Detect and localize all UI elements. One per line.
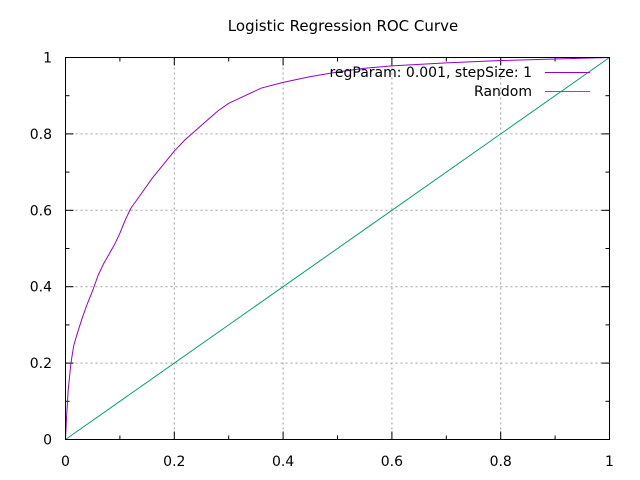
x-tick-label: 0 bbox=[61, 454, 70, 470]
x-tick-label: 0.2 bbox=[163, 454, 185, 470]
x-tick-label: 1 bbox=[605, 454, 614, 470]
chart-legend: regParam: 0.001, stepSize: 1 Random bbox=[329, 65, 590, 100]
x-tick-label: 0.8 bbox=[490, 454, 512, 470]
y-tick-label: 1 bbox=[43, 51, 52, 67]
legend-label-random: Random bbox=[474, 84, 532, 100]
y-tick-label: 0 bbox=[43, 433, 52, 449]
x-tick-label: 0.6 bbox=[381, 454, 403, 470]
y-tick-label: 0.6 bbox=[30, 203, 52, 219]
grid-lines bbox=[65, 57, 610, 440]
data-series bbox=[65, 57, 610, 440]
chart-title: Logistic Regression ROC Curve bbox=[228, 17, 458, 35]
roc-curve-line bbox=[65, 57, 610, 440]
x-tick-label: 0.4 bbox=[272, 454, 294, 470]
y-tick-label: 0.8 bbox=[30, 127, 52, 143]
plot-border bbox=[65, 57, 610, 440]
y-tick-label: 0.2 bbox=[30, 356, 52, 372]
y-tick-label: 0.4 bbox=[30, 280, 52, 296]
random-baseline-line bbox=[65, 57, 610, 440]
legend-label-roc: regParam: 0.001, stepSize: 1 bbox=[329, 65, 532, 81]
